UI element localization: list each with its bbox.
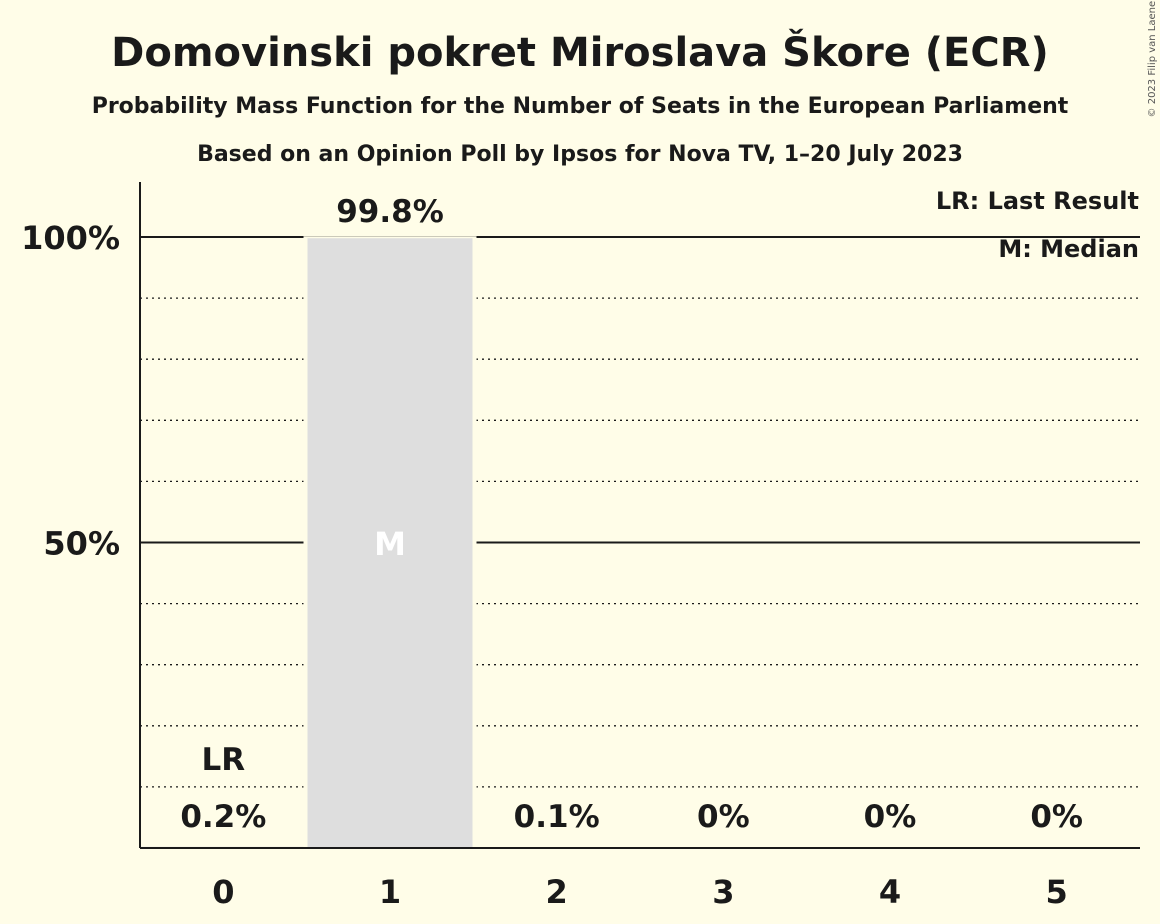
y-axis-ticks: 50% 100% [21, 219, 120, 563]
legend-median: M: Median [998, 235, 1139, 263]
x-tick-label: 3 [712, 873, 734, 911]
gridlines [140, 236, 1140, 788]
x-tick-label: 2 [546, 873, 568, 911]
y-tick-label: 100% [21, 219, 120, 257]
markers: LR M [202, 525, 406, 778]
copyright-notice: © 2023 Filip van Laenen [1147, 0, 1158, 117]
y-tick-label: 50% [43, 525, 120, 563]
chart-subtitle: Probability Mass Function for the Number… [92, 94, 1069, 119]
chart-subtitle-source: Based on an Opinion Poll by Ipsos for No… [197, 142, 963, 167]
median-marker: M [374, 525, 406, 563]
chart-title: Domovinski pokret Miroslava Škore (ECR) [111, 28, 1049, 76]
data-label: 0% [1030, 799, 1083, 835]
x-tick-label: 5 [1046, 873, 1068, 911]
x-tick-label: 0 [212, 873, 234, 911]
bars [140, 236, 640, 849]
x-tick-label: 1 [379, 873, 401, 911]
data-label: 0% [864, 799, 917, 835]
data-label: 99.8% [336, 194, 444, 230]
x-tick-label: 4 [879, 873, 901, 911]
data-label: 0.1% [514, 799, 600, 835]
legend-last-result: LR: Last Result [936, 187, 1139, 215]
bar [307, 238, 473, 849]
x-axis-ticks: 0 1 2 3 4 5 [212, 873, 1068, 911]
data-label: 0% [697, 799, 750, 835]
last-result-marker: LR [202, 742, 246, 778]
data-labels: 0.2% 99.8% 0.1% 0% 0% 0% [180, 194, 1083, 835]
data-label: 0.2% [180, 799, 266, 835]
